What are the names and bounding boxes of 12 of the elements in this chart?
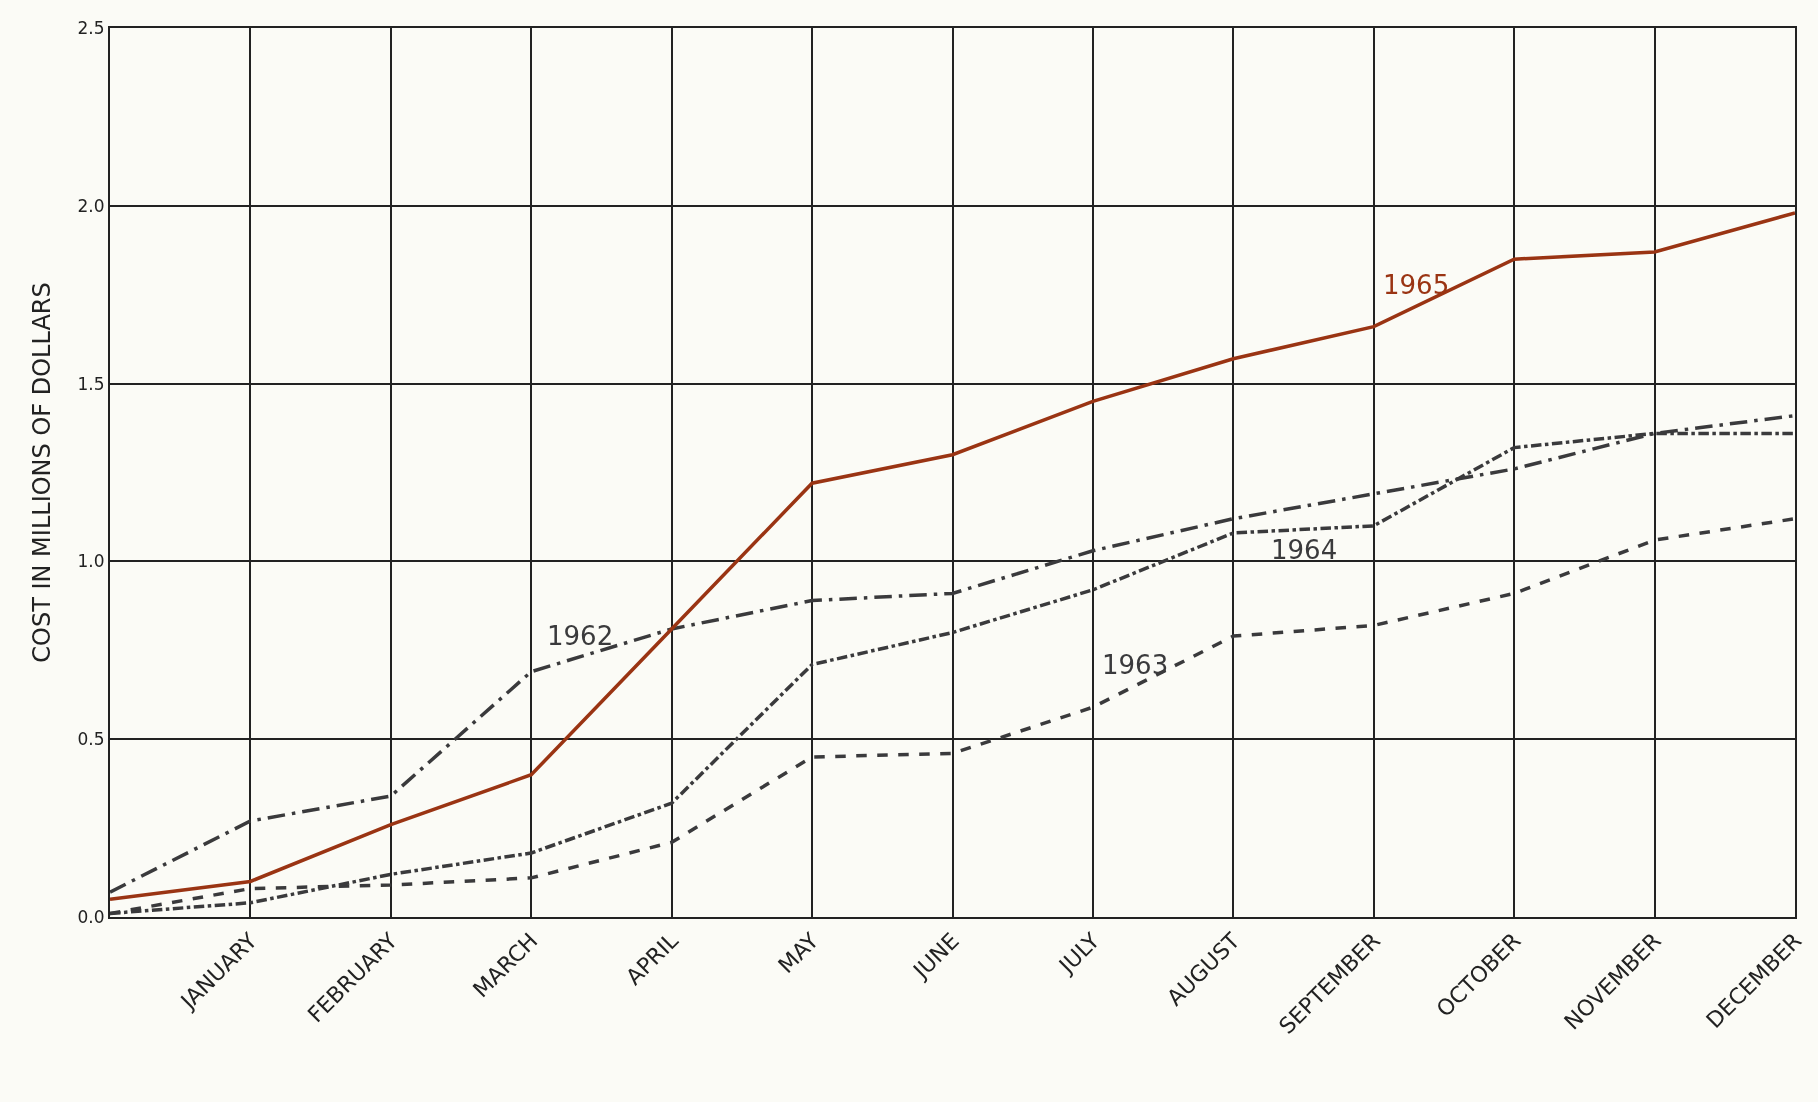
series-label: 1964 [1271,535,1338,565]
series-label: 1962 [547,621,614,651]
y-tick-label: 2.5 [77,17,105,38]
y-tick-label: 1.5 [77,373,105,394]
y-tick-label: 1.0 [77,551,105,572]
y-axis-title: COST IN MILLIONS OF DOLLARS [28,282,57,663]
series-label: 1963 [1102,650,1169,680]
y-tick-label: 2.0 [77,195,105,216]
line-series [110,211,1795,901]
y-tick-label: 0.5 [77,729,105,750]
y-tick-label: 0.0 [77,906,105,927]
series-label: 1965 [1383,270,1450,300]
